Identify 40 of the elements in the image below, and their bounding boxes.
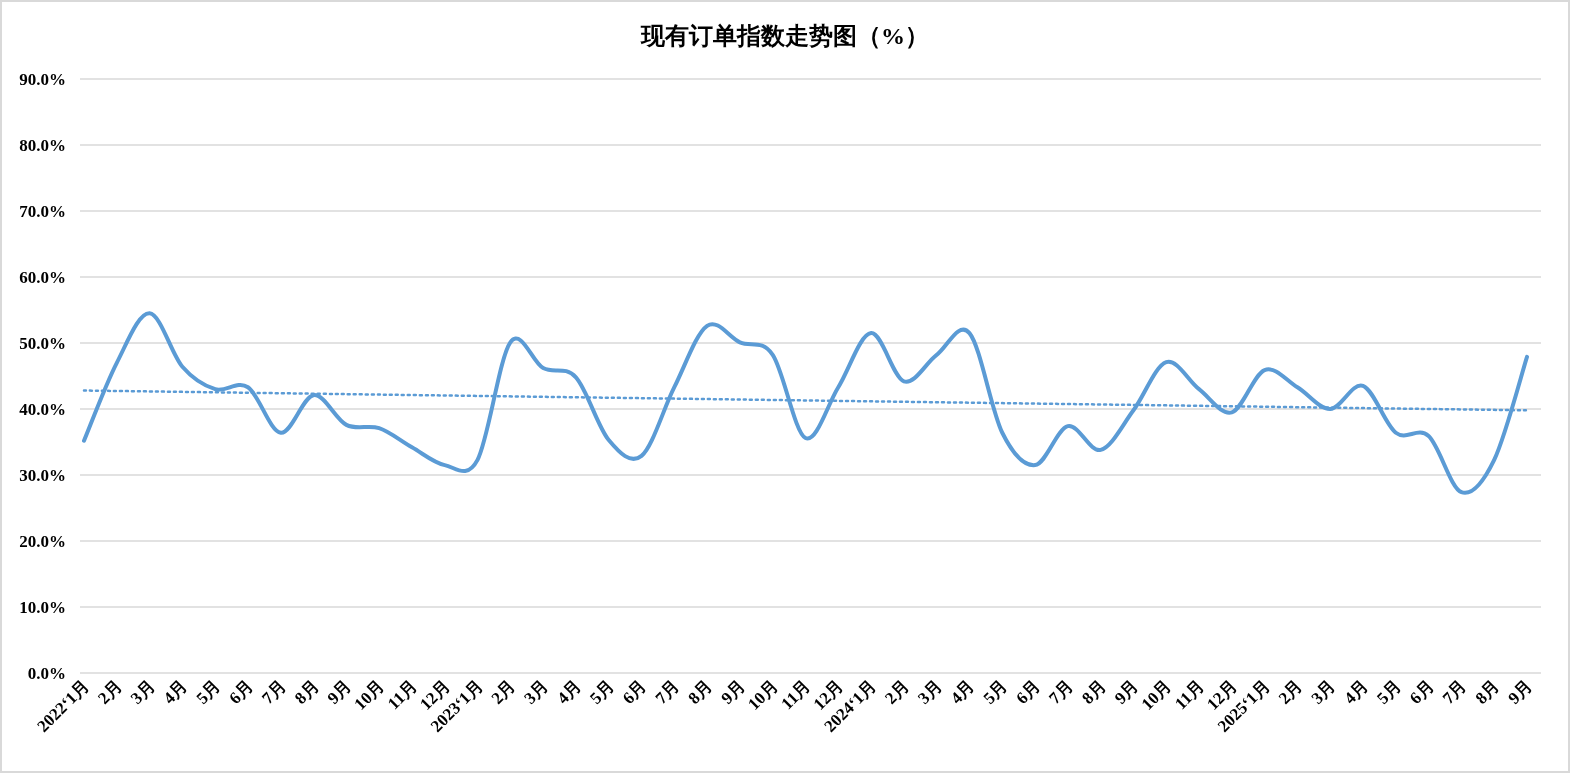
y-tick-label: 20.0%	[19, 532, 66, 551]
x-tick-label: 5月	[192, 676, 225, 708]
x-tick-label: 3月	[914, 676, 946, 708]
x-tick-label: 9月	[1504, 676, 1536, 708]
y-tick-label: 30.0%	[19, 466, 66, 485]
x-tick-label: 5月	[979, 676, 1012, 708]
x-tick-label: 5月	[586, 676, 618, 708]
x-tick-label: 8月	[290, 676, 323, 708]
x-tick-label: 2月	[881, 676, 913, 708]
x-tick-label: 7月	[1438, 676, 1471, 708]
x-tick-label: 6月	[1405, 676, 1438, 708]
x-tick-label: 3月	[520, 676, 552, 708]
x-tick-label: 4月	[946, 676, 979, 708]
x-tick-label: 8月	[684, 676, 716, 708]
y-tick-label: 60.0%	[19, 268, 66, 287]
x-tick-label: 4月	[553, 676, 585, 708]
x-tick-label: 7月	[651, 676, 684, 708]
x-tick-label: 4月	[159, 676, 192, 708]
x-tick-label: 7月	[1045, 676, 1077, 708]
x-tick-label: 7月	[258, 676, 290, 708]
x-tick-label: 2月	[94, 676, 126, 708]
y-tick-label: 80.0%	[19, 136, 66, 155]
y-tick-label: 0.0%	[27, 664, 66, 683]
x-tick-label: 8月	[1078, 676, 1110, 708]
x-tick-label: 6月	[618, 676, 651, 708]
x-tick-label: 3月	[1307, 676, 1340, 708]
x-tick-label: 4月	[1340, 676, 1372, 708]
y-tick-label: 50.0%	[19, 334, 66, 353]
x-tick-label: 5月	[1373, 676, 1405, 708]
y-tick-label: 90.0%	[19, 70, 66, 89]
y-tick-label: 70.0%	[19, 202, 66, 221]
x-tick-label: 2月	[1274, 676, 1307, 708]
y-tick-label: 10.0%	[19, 598, 66, 617]
x-tick-label: 2月	[487, 676, 520, 708]
x-tick-label: 6月	[1012, 676, 1044, 708]
x-tick-label: 8月	[1471, 676, 1504, 708]
y-tick-label: 40.0%	[19, 400, 66, 419]
x-tick-label: 6月	[225, 676, 257, 708]
chart-title: 现有订单指数走势图（%）	[640, 23, 929, 49]
x-tick-label: 3月	[126, 676, 159, 708]
